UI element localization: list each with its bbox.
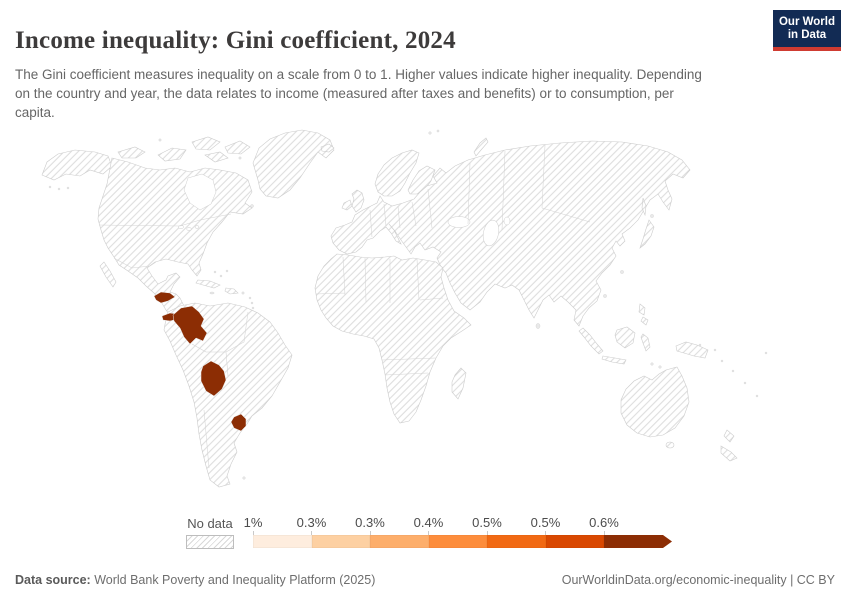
- country-bolivia[interactable]: [200, 360, 227, 397]
- landmass-greenland: [252, 129, 335, 199]
- footer-source-label: Data source:: [15, 573, 91, 587]
- island-nz-south: [720, 445, 738, 462]
- country-borders: [98, 144, 591, 469]
- chart-subtitle: The Gini coefficient measures inequality…: [15, 66, 702, 120]
- island-japan: [639, 219, 655, 249]
- legend-color-bar: 1% 0.3% 0.3% 0.4% 0.5% 0.5% 0.6%: [244, 515, 672, 548]
- island-new-guinea: [675, 341, 709, 359]
- legend-bin-label: 0.3%: [355, 515, 385, 530]
- legend-bin-swatch: [545, 535, 604, 548]
- owid-logo-line2: in Data: [787, 28, 827, 41]
- landmass-baja: [99, 261, 117, 288]
- island-nz-north: [723, 429, 735, 443]
- legend-bin-label: 0.5%: [472, 515, 502, 530]
- black-sea: [447, 216, 471, 228]
- country-uruguay[interactable]: [230, 413, 247, 432]
- island-borneo: [614, 326, 636, 349]
- chart-footer: Data source: World Bank Poverty and Ineq…: [15, 573, 835, 587]
- legend-bin-label: 1%: [243, 515, 263, 530]
- landmass-australia: [620, 366, 690, 438]
- owid-logo[interactable]: Our World in Data: [773, 10, 841, 51]
- legend-bins: 1% 0.3% 0.3% 0.4% 0.5% 0.5% 0.6%: [244, 515, 672, 548]
- island-iceland: [320, 143, 335, 153]
- owid-logo-line1: Our World: [778, 15, 835, 28]
- legend-bin-swatch: [428, 535, 487, 548]
- footer-source-value: World Bank Poverty and Inequality Platfo…: [90, 573, 376, 587]
- legend-bin-swatch: [487, 535, 546, 548]
- landmass-scandinavia: [374, 149, 420, 197]
- footer-source[interactable]: Data source: World Bank Poverty and Ineq…: [15, 573, 375, 587]
- island-sumatra: [578, 327, 604, 355]
- legend-bin-swatch: [311, 535, 370, 548]
- legend-bin-label: 0.6%: [589, 515, 619, 530]
- country-colombia[interactable]: [172, 305, 208, 345]
- legend-bin-label: 0.4%: [413, 515, 444, 530]
- footer-attribution[interactable]: OurWorldinData.org/economic-inequality |…: [561, 573, 835, 587]
- world-map-nodata: [41, 129, 768, 488]
- landmass-south-america: [163, 302, 293, 488]
- legend-bin[interactable]: 0.4%: [414, 515, 487, 548]
- island-ireland: [341, 199, 353, 211]
- country-honduras[interactable]: [153, 291, 176, 304]
- landmass-finland: [407, 165, 436, 195]
- island-java: [601, 355, 627, 365]
- legend-bin[interactable]: 0.5%: [531, 515, 604, 548]
- legend-bin[interactable]: 0.5%: [472, 515, 546, 548]
- landmass-eurasia: [330, 140, 691, 327]
- legend-no-data-swatch[interactable]: [186, 535, 234, 549]
- landmass-africa: [314, 253, 472, 424]
- landmass-alaska: [41, 149, 113, 181]
- caspian-sea: [482, 219, 500, 247]
- island-philippines: [638, 303, 646, 316]
- island-madagascar: [451, 367, 467, 400]
- legend-bin-label: 0.3%: [296, 515, 327, 530]
- legend-bin[interactable]: 0.3%: [297, 515, 370, 548]
- island-hispaniola: [224, 287, 239, 295]
- legend-bin-swatch: [604, 535, 672, 548]
- legend-bin-swatch: [370, 535, 429, 548]
- legend-bin[interactable]: 0.3%: [355, 515, 429, 548]
- island-tasmania: [665, 441, 675, 449]
- world-map-highlights: [153, 291, 247, 432]
- legend-bin-swatch: [253, 535, 312, 548]
- legend-no-data[interactable]: No data: [186, 516, 234, 549]
- legend-bin[interactable]: 0.6%: [589, 515, 672, 548]
- island-great-britain: [351, 189, 365, 213]
- landmass-north-america: [97, 157, 253, 321]
- island-cuba: [195, 279, 221, 289]
- island-sulawesi: [640, 333, 651, 352]
- legend-bin-label: 0.5%: [530, 515, 561, 530]
- legend-bin[interactable]: 1%: [244, 515, 312, 548]
- page-title: Income inequality: Gini coefficient, 202…: [15, 26, 456, 54]
- legend-no-data-label: No data: [187, 516, 233, 531]
- hudson-bay: [183, 173, 217, 211]
